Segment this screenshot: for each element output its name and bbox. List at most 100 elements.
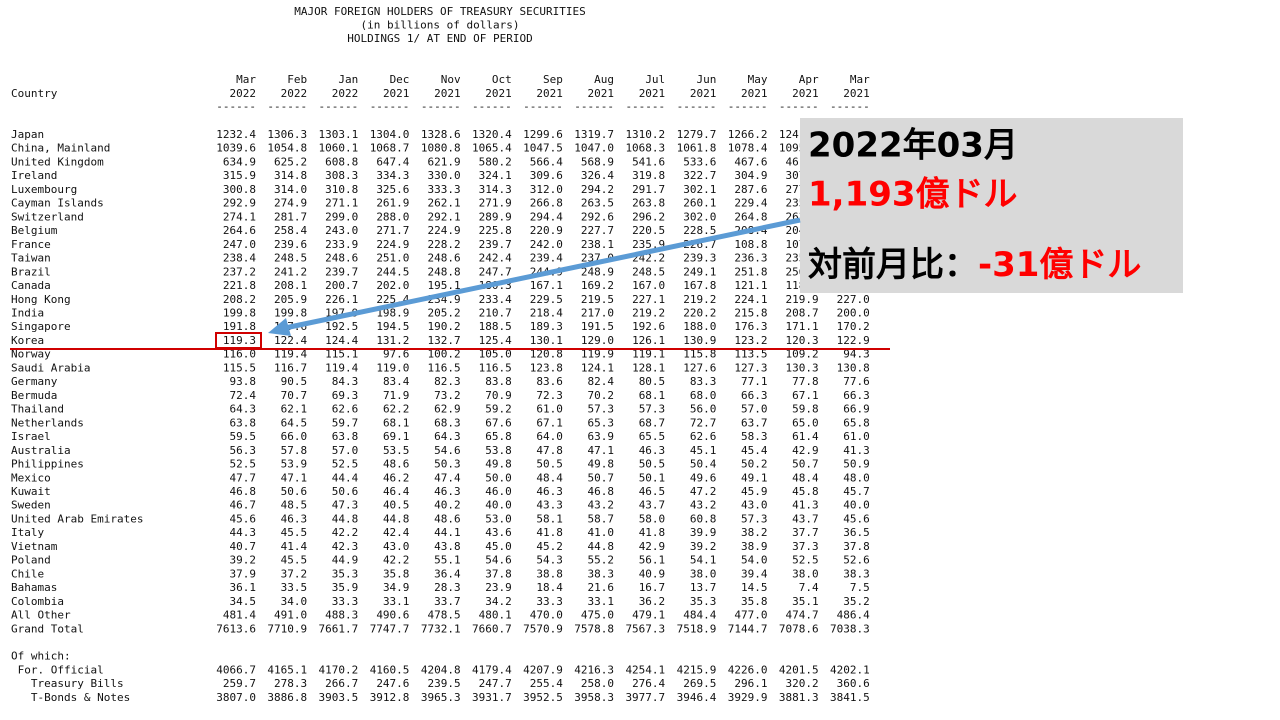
cell-value: 119.4	[274, 348, 307, 361]
cell-value: 1304.0	[370, 128, 410, 141]
cell-value: 38.3	[843, 567, 870, 580]
cell-value: 58.3	[741, 430, 768, 443]
cell-value: 274.9	[274, 197, 307, 210]
column-year: 2021	[383, 87, 410, 100]
cell-value: 54.6	[434, 444, 461, 457]
cell-value: 7144.7	[728, 622, 768, 635]
cell-value: 56.1	[639, 554, 666, 567]
cell-value: 4160.5	[370, 663, 410, 676]
cell-value: 83.6	[536, 375, 563, 388]
cell-value: 43.7	[639, 499, 666, 512]
cell-value: 226.1	[325, 293, 358, 306]
cell-value: 278.3	[274, 677, 307, 690]
cell-value: 237.2	[223, 265, 256, 278]
cell-value: 300.8	[223, 183, 256, 196]
cell-value: 251.8	[734, 265, 767, 278]
cell-value: 35.9	[332, 581, 359, 594]
cell-value: 47.1	[588, 444, 615, 457]
cell-value: 72.7	[690, 416, 717, 429]
cell-value: 116.7	[274, 361, 307, 374]
cell-value: 59.7	[332, 416, 359, 429]
country-name: Korea	[11, 334, 44, 347]
cell-value: 247.7	[479, 677, 512, 690]
country-name: Cayman Islands	[11, 197, 104, 210]
cell-value: 116.5	[427, 361, 460, 374]
cell-value: 77.8	[792, 375, 819, 388]
cell-value: 48.6	[434, 512, 461, 525]
cell-value: 4179.4	[472, 663, 512, 676]
cell-value: 58.1	[536, 512, 563, 525]
cell-value: 119.9	[581, 348, 614, 361]
cell-value: 4226.0	[728, 663, 768, 676]
cell-value: 54.6	[485, 554, 512, 567]
cell-value: 84.3	[332, 375, 359, 388]
cell-value: 64.0	[536, 430, 563, 443]
cell-value: 37.8	[843, 540, 870, 553]
cell-value: 289.9	[479, 210, 512, 223]
cell-value: 239.3	[683, 252, 716, 265]
cell-value: 229.4	[734, 197, 767, 210]
country-name: Vietnam	[11, 540, 58, 553]
cell-value: 169.2	[581, 279, 614, 292]
column-separator: ------	[830, 100, 870, 113]
cell-value: 34.2	[485, 595, 512, 608]
cell-value: 200.7	[325, 279, 358, 292]
country-name: T-Bonds & Notes	[11, 691, 130, 704]
cell-value: 220.5	[632, 224, 665, 237]
cell-value: 219.2	[632, 306, 665, 319]
cell-value: 477.0	[734, 609, 767, 622]
cell-value: 43.2	[690, 499, 717, 512]
cell-value: 62.2	[383, 403, 410, 416]
cell-value: 491.0	[274, 609, 307, 622]
column-month: Jul	[645, 73, 665, 86]
country-name: Ireland	[11, 169, 57, 182]
country-heading: Country	[11, 87, 58, 100]
cell-value: 625.2	[274, 155, 307, 168]
cell-value: 1060.1	[319, 142, 359, 155]
column-separator: ------	[677, 100, 717, 113]
cell-value: 1080.8	[421, 142, 461, 155]
country-name: Singapore	[11, 320, 71, 333]
cell-value: 23.9	[485, 581, 512, 594]
cell-value: 315.9	[223, 169, 256, 182]
cell-value: 42.4	[383, 526, 410, 539]
cell-value: 70.7	[281, 389, 308, 402]
cell-value: 47.8	[536, 444, 563, 457]
cell-value: 248.8	[427, 265, 460, 278]
column-month: Jan	[338, 73, 358, 86]
cell-value: 248.6	[325, 252, 358, 265]
cell-value: 49.6	[690, 471, 717, 484]
cell-value: 48.6	[383, 458, 410, 471]
cell-value: 72.3	[536, 389, 563, 402]
cell-value: 239.5	[427, 677, 460, 690]
cell-value: 38.8	[536, 567, 563, 580]
cell-value: 33.3	[332, 595, 359, 608]
cell-value: 228.5	[683, 224, 716, 237]
column-separator: ------	[779, 100, 819, 113]
cell-value: 54.0	[741, 554, 768, 567]
cell-value: 46.7	[230, 499, 257, 512]
cell-value: 647.4	[376, 155, 409, 168]
cell-value: 7661.7	[319, 622, 359, 635]
cell-value: 42.9	[792, 444, 819, 457]
country-name: Netherlands	[11, 416, 84, 429]
cell-value: 263.8	[632, 197, 665, 210]
cell-value: 4165.1	[267, 663, 307, 676]
cell-value: 65.8	[843, 416, 870, 429]
cell-value: 13.7	[690, 581, 717, 594]
cell-value: 242.4	[479, 252, 512, 265]
cell-value: 18.4	[536, 581, 563, 594]
cell-value: 14.5	[741, 581, 768, 594]
cell-value: 65.0	[792, 416, 819, 429]
cell-value: 43.2	[588, 499, 615, 512]
cell-value: 108.8	[734, 238, 767, 251]
cell-value: 45.9	[741, 485, 768, 498]
cell-value: 1068.7	[370, 142, 410, 155]
cell-value: 296.1	[734, 677, 767, 690]
cell-value: 33.7	[434, 595, 461, 608]
cell-value: 128.1	[632, 361, 665, 374]
cell-value: 239.6	[274, 238, 307, 251]
cell-value: 41.3	[792, 499, 819, 512]
cell-value: 38.9	[741, 540, 768, 553]
cell-value: 247.0	[223, 238, 256, 251]
